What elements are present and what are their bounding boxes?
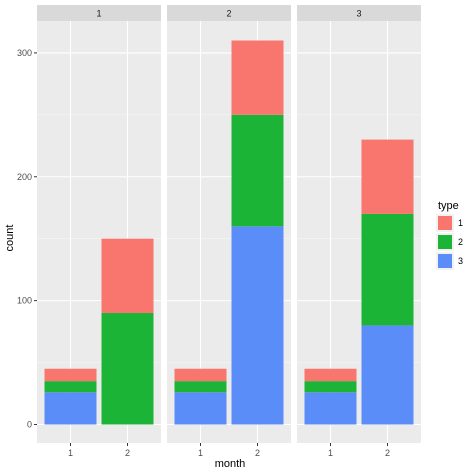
bar-segment-type-1 xyxy=(361,139,414,214)
bar-segment-type-3 xyxy=(44,392,97,425)
legend-swatch-type-3 xyxy=(438,254,452,268)
facet-panel-3: 3 1 2 xyxy=(297,5,421,458)
bar-segment-type-2 xyxy=(101,313,154,425)
legend: type 1 2 3 xyxy=(436,200,463,270)
bar-segment-type-2 xyxy=(44,381,97,393)
legend-label: 3 xyxy=(458,256,463,266)
bar-segment-type-1 xyxy=(174,368,227,382)
facet-strip-label: 2 xyxy=(226,9,231,19)
legend-label: 2 xyxy=(458,237,463,247)
x-axis-title: month xyxy=(215,458,246,470)
x-tick-label: 2 xyxy=(385,448,390,458)
bar-segment-type-2 xyxy=(361,213,414,326)
x-tick-label: 1 xyxy=(328,448,333,458)
facet-panel-1: 1 1 2 xyxy=(37,5,161,458)
facet-strip-label: 1 xyxy=(96,9,101,19)
bar-segment-type-2 xyxy=(231,114,284,227)
x-tick-label: 1 xyxy=(198,448,203,458)
bar-segment-type-2 xyxy=(304,381,357,393)
bar-segment-type-1 xyxy=(44,368,97,382)
facet-strip xyxy=(297,5,421,21)
bar-segment-type-3 xyxy=(304,392,357,425)
bar-segment-type-1 xyxy=(304,368,357,382)
legend-swatch-type-1 xyxy=(438,216,452,230)
y-axis-title: count xyxy=(4,225,16,252)
y-axis: 0 100 200 300 xyxy=(17,48,37,430)
bar-segment-type-3 xyxy=(174,392,227,425)
legend-swatch-type-2 xyxy=(438,235,452,249)
y-tick-label: 100 xyxy=(17,296,32,306)
legend-label: 1 xyxy=(458,218,463,228)
y-tick-label: 300 xyxy=(17,48,32,58)
facet-panels: 1 1 2 2 1 2 3 1 2 xyxy=(37,5,421,458)
bar-segment-type-1 xyxy=(101,238,154,314)
facet-strip xyxy=(167,5,291,21)
facet-strip xyxy=(37,5,161,21)
x-tick-label: 1 xyxy=(68,448,73,458)
bar-segment-type-3 xyxy=(361,325,414,425)
x-tick-label: 2 xyxy=(255,448,260,458)
x-tick-label: 2 xyxy=(125,448,130,458)
y-tick-label: 0 xyxy=(27,420,32,430)
facet-panel-2: 2 1 2 xyxy=(167,5,291,458)
bar-segment-type-2 xyxy=(174,381,227,393)
facet-strip-label: 3 xyxy=(356,9,361,19)
bar-segment-type-1 xyxy=(231,40,284,115)
bar-segment-type-3 xyxy=(231,226,284,425)
y-tick-label: 200 xyxy=(17,172,32,182)
legend-title: type xyxy=(438,200,459,212)
